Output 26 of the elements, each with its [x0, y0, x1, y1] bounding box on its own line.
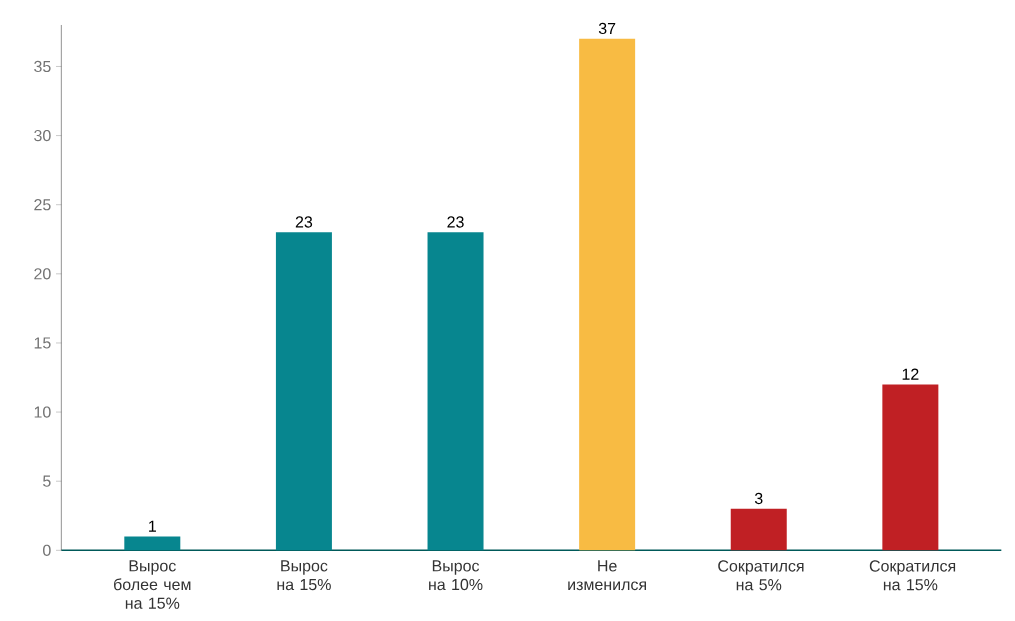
x-tick-label: Вырос на 10% [429, 560, 483, 591]
y-tick-label: 10 [34, 406, 51, 418]
bar [579, 38, 636, 551]
y-tick-label: 5 [43, 475, 51, 487]
x-tick-label: Вырос более чем на 15% [114, 560, 191, 609]
bar [882, 384, 939, 551]
data-label: 3 [754, 492, 763, 505]
data-label: 12 [902, 368, 919, 380]
x-tick-label: Вырос на 15% [277, 560, 331, 591]
y-tick-label: 30 [34, 129, 51, 142]
y-tick-label: 20 [34, 268, 51, 280]
x-tick-label: Сократился на 15% [869, 560, 956, 591]
data-label: 23 [447, 216, 464, 228]
y-tick-label: 35 [34, 60, 51, 73]
y-tick-label: 0 [43, 544, 51, 556]
y-tick-label: 25 [34, 199, 51, 211]
bar [427, 232, 484, 551]
data-label: 1 [149, 520, 156, 532]
bar [275, 232, 332, 551]
data-label: 23 [295, 216, 313, 228]
x-tick-label: Сократился на 5% [718, 560, 804, 591]
data-label: 37 [598, 22, 616, 35]
y-tick-label: 15 [34, 337, 51, 349]
x-tick-label: Не изменился [568, 560, 646, 591]
bar [730, 508, 787, 551]
bar [124, 536, 181, 551]
